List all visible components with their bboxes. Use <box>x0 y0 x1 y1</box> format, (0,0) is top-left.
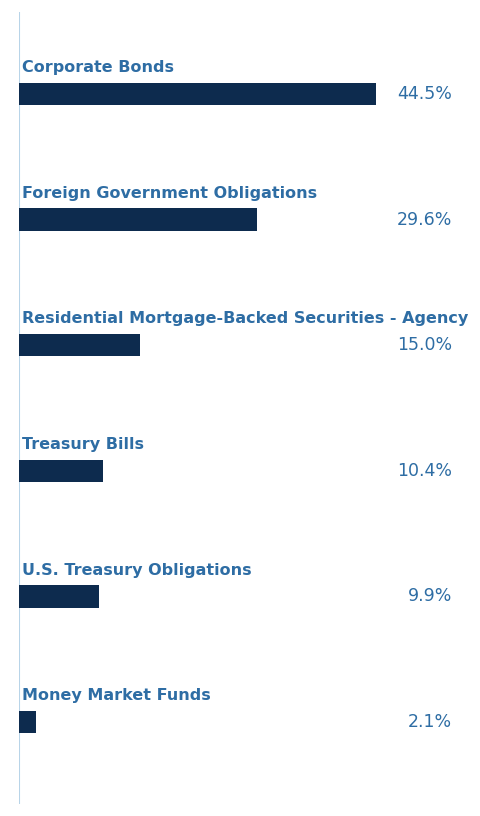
Text: 10.4%: 10.4% <box>397 462 452 480</box>
Text: Residential Mortgage-Backed Securities - Agency: Residential Mortgage-Backed Securities -… <box>22 312 468 326</box>
Text: 44.5%: 44.5% <box>397 85 452 103</box>
Bar <box>19 711 36 734</box>
Text: Treasury Bills: Treasury Bills <box>22 437 144 452</box>
Text: 9.9%: 9.9% <box>408 588 452 605</box>
Bar <box>19 459 103 482</box>
Text: U.S. Treasury Obligations: U.S. Treasury Obligations <box>22 562 251 578</box>
Bar <box>19 208 257 231</box>
Bar <box>19 585 99 608</box>
Text: 2.1%: 2.1% <box>408 713 452 731</box>
Text: Foreign Government Obligations: Foreign Government Obligations <box>22 186 317 201</box>
Text: Money Market Funds: Money Market Funds <box>22 688 210 703</box>
Bar <box>19 334 140 357</box>
Text: 15.0%: 15.0% <box>397 336 452 354</box>
Text: 29.6%: 29.6% <box>396 211 452 228</box>
Bar <box>19 82 376 105</box>
Text: Corporate Bonds: Corporate Bonds <box>22 60 174 75</box>
